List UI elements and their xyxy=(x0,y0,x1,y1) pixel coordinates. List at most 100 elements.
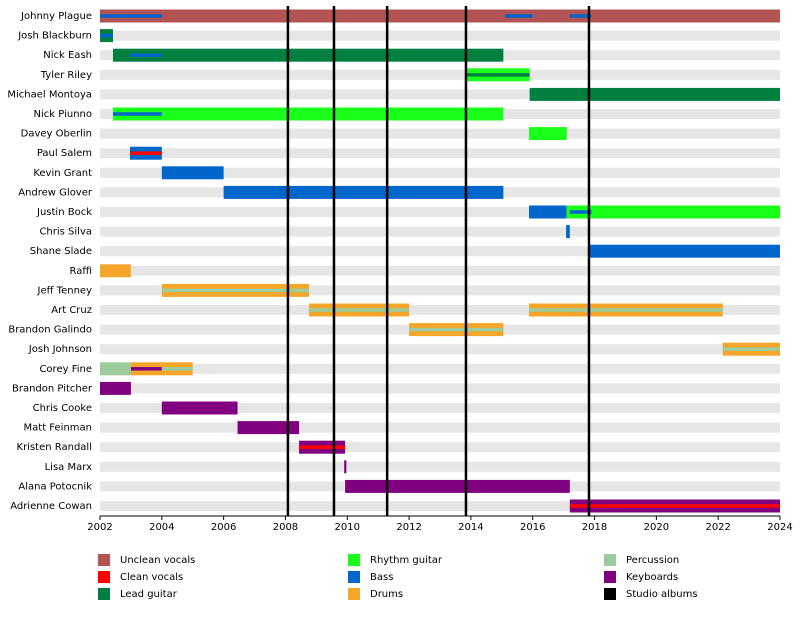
member-name: Davey Oberlin xyxy=(21,129,92,140)
role-bar xyxy=(100,381,131,395)
row-background xyxy=(100,305,780,315)
legend-label: Unclean vocals xyxy=(120,555,195,566)
role-bar xyxy=(237,421,300,435)
member-name: Matt Feinman xyxy=(24,423,92,434)
member-name: Johnny Plague xyxy=(20,11,92,22)
role-stripe xyxy=(529,308,723,312)
role-stripe xyxy=(465,73,530,77)
member-name: Josh Blackburn xyxy=(17,31,92,42)
row-background xyxy=(100,344,780,355)
row-background xyxy=(100,501,780,511)
role-stripe xyxy=(569,504,780,508)
role-bar xyxy=(112,48,504,62)
role-stripe xyxy=(129,151,162,155)
role-bar xyxy=(161,166,224,180)
row-background xyxy=(100,148,780,159)
role-bar xyxy=(223,185,504,199)
member-name: Josh Johnson xyxy=(28,344,92,355)
member-name: Lisa Marx xyxy=(45,462,92,473)
role-bar xyxy=(345,479,570,493)
legend-swatch xyxy=(604,588,616,600)
member-name: Brandon Pitcher xyxy=(12,383,93,394)
legend-swatch xyxy=(98,588,110,600)
row-background xyxy=(100,422,780,433)
row-background xyxy=(100,69,780,80)
row-background xyxy=(100,461,780,472)
role-bar xyxy=(566,205,780,219)
member-name: Nick Eash xyxy=(43,50,92,61)
legend-swatch xyxy=(348,588,360,600)
role-stripe xyxy=(161,367,193,371)
role-stripe xyxy=(308,308,410,312)
member-name: Alana Potocnik xyxy=(18,481,92,492)
legend-label: Studio albums xyxy=(626,589,698,600)
member-name: Raffi xyxy=(69,266,92,277)
legend-swatch xyxy=(604,554,616,566)
member-name: Art Cruz xyxy=(51,305,92,316)
role-bar xyxy=(529,127,567,141)
member-name: Shane Slade xyxy=(30,246,92,257)
legend-label: Percussion xyxy=(626,555,679,566)
legend-label: Keyboards xyxy=(626,572,678,583)
row-background xyxy=(100,128,780,139)
x-tick-label: 2006 xyxy=(211,522,236,533)
role-stripe xyxy=(504,14,533,18)
role-stripe xyxy=(100,14,162,18)
row-background xyxy=(100,207,780,217)
role-stripe xyxy=(161,288,309,293)
role-stripe xyxy=(569,210,592,214)
row-background xyxy=(100,403,780,413)
member-name: Brandon Galindo xyxy=(8,325,92,336)
role-bar xyxy=(529,205,567,219)
x-tick-label: 2014 xyxy=(458,522,483,533)
role-bar xyxy=(112,107,504,121)
row-background xyxy=(100,167,780,178)
member-name: Tyler Riley xyxy=(40,70,92,81)
row-background xyxy=(100,226,780,237)
role-bar xyxy=(100,362,131,376)
legend-label: Rhythm guitar xyxy=(370,555,443,566)
x-tick-label: 2004 xyxy=(149,522,174,533)
role-bar xyxy=(566,225,570,239)
x-tick-label: 2018 xyxy=(582,522,607,533)
role-stripe xyxy=(112,112,162,116)
legend-label: Lead guitar xyxy=(120,589,178,600)
row-background xyxy=(100,442,780,453)
row-background xyxy=(100,285,780,296)
row-background xyxy=(100,30,780,41)
member-name: Adrienne Cowan xyxy=(10,501,92,512)
x-tick-label: 2008 xyxy=(273,522,298,533)
role-stripe xyxy=(299,445,346,449)
legend-swatch xyxy=(348,554,360,566)
role-bar xyxy=(100,264,131,278)
role-bar xyxy=(344,460,347,474)
row-background xyxy=(100,89,780,100)
x-tick-label: 2022 xyxy=(705,522,730,533)
member-name: Jeff Tenney xyxy=(37,285,93,296)
role-stripe xyxy=(569,14,592,18)
x-tick-label: 2020 xyxy=(644,522,669,533)
member-name: Nick Piunno xyxy=(34,109,92,120)
role-stripe xyxy=(722,347,780,351)
role-stripe xyxy=(100,33,113,38)
role-bar xyxy=(100,9,780,23)
member-name: Paul Salem xyxy=(37,148,92,159)
member-name: Chris Cooke xyxy=(33,403,92,414)
row-background xyxy=(100,265,780,276)
legend-swatch xyxy=(348,571,360,583)
x-tick-label: 2016 xyxy=(520,522,545,533)
row-background xyxy=(100,383,780,394)
x-tick-label: 2002 xyxy=(87,522,112,533)
role-bar xyxy=(588,244,780,258)
legend-swatch xyxy=(98,571,110,583)
member-name: Corey Fine xyxy=(39,364,92,375)
legend-swatch xyxy=(604,571,616,583)
role-bar xyxy=(161,401,238,415)
legend-label: Bass xyxy=(370,572,393,583)
member-name: Kristen Randall xyxy=(17,442,92,453)
member-name: Justin Bock xyxy=(36,207,92,218)
member-name: Andrew Glover xyxy=(18,187,93,198)
role-stripe xyxy=(409,327,504,332)
x-tick-label: 2024 xyxy=(767,522,792,533)
